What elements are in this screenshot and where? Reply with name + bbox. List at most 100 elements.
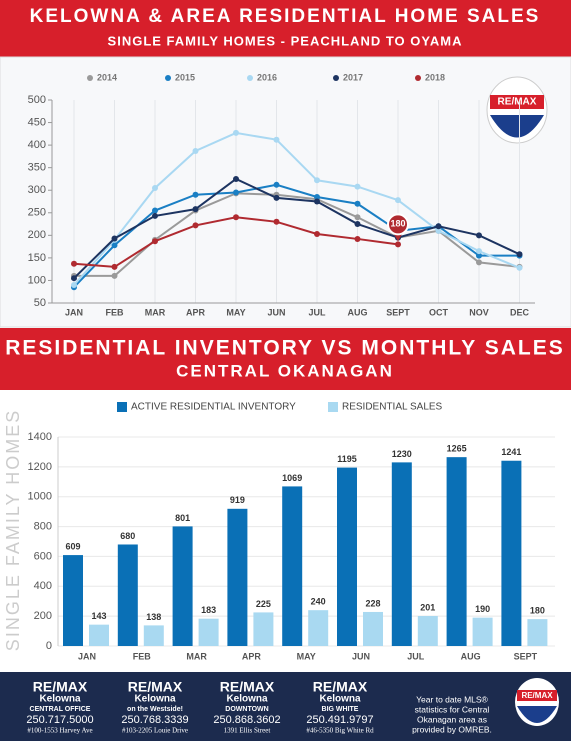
legend-label: ACTIVE RESIDENTIAL INVENTORY (131, 402, 296, 413)
line-point (476, 232, 482, 239)
x-tick-label: AUG (461, 651, 481, 661)
office-brand: RE/MAX (313, 679, 368, 695)
line-point (233, 175, 239, 182)
line-point (71, 260, 77, 267)
legend-label: RESIDENTIAL SALES (342, 402, 443, 413)
line-point (354, 183, 361, 190)
y-tick-label: 0 (46, 640, 52, 652)
line-point (273, 218, 280, 225)
line-point (435, 227, 442, 234)
bar (446, 457, 467, 646)
office-address: #103-2205 Louie Drive (122, 727, 188, 735)
office-branch: DOWNTOWN (225, 706, 268, 713)
y-axis-label: SINGLE FAMILY HOMES (3, 409, 23, 651)
x-tick-label: MAY (297, 651, 316, 661)
legend-label: 2014 (97, 72, 117, 82)
data-label: 1230 (392, 449, 412, 459)
chart-title: KELOWNA & AREA RESIDENTIAL HOME SALES (30, 6, 541, 27)
chart-panel (0, 56, 571, 328)
bar (308, 610, 329, 646)
line-point (354, 221, 361, 228)
chart-subtitle: SINGLE FAMILY HOMES - PEACHLAND TO OYAMA (108, 33, 463, 48)
line-point (111, 235, 118, 242)
line-point (273, 136, 280, 143)
x-tick-label: OCT (429, 307, 449, 317)
chart-title: RESIDENTIAL INVENTORY VS MONTHLY SALES (5, 337, 564, 360)
line-point (111, 242, 118, 249)
data-label: 180 (530, 606, 545, 616)
x-tick-label: SEPT (386, 307, 410, 317)
line-point (233, 129, 239, 136)
line-point (192, 222, 199, 229)
line-point (395, 197, 401, 204)
office-brand: RE/MAX (33, 679, 88, 695)
office-phone: 250.491.9797 (306, 714, 373, 726)
y-tick-label: 100 (28, 274, 46, 286)
data-label: 180 (390, 219, 405, 229)
x-tick-label: NOV (469, 307, 489, 317)
line-point (476, 259, 482, 266)
data-label: 609 (65, 541, 80, 551)
header-band (0, 0, 571, 57)
x-tick-label: JAN (65, 307, 83, 317)
office-phone: 250.768.3339 (121, 714, 188, 726)
x-tick-label: FEB (106, 307, 125, 317)
y-tick-label: 150 (28, 252, 46, 264)
line-point (233, 214, 239, 221)
line-series (73, 183, 520, 288)
bar (227, 508, 248, 646)
line-point (516, 264, 523, 271)
office-address: #100-1553 Harvey Ave (27, 727, 92, 735)
legend-swatch (328, 402, 338, 412)
office-brand: RE/MAX (220, 679, 275, 695)
line-point (152, 207, 158, 214)
line-point (192, 147, 199, 154)
x-tick-label: AUG (348, 307, 368, 317)
bar (337, 467, 357, 646)
office-address: 1391 Ellis Street (224, 727, 271, 735)
legend-swatch (415, 75, 421, 81)
data-label: 190 (475, 604, 490, 614)
y-tick-label: 1400 (28, 431, 52, 443)
office-name: Kelowna (134, 694, 176, 705)
y-tick-label: 200 (34, 610, 52, 622)
line-point (152, 212, 158, 219)
bar (282, 486, 303, 646)
bar (391, 462, 412, 646)
bar (501, 460, 522, 646)
x-tick-label: MAR (145, 307, 166, 317)
data-label: 240 (311, 597, 326, 607)
data-label: 183 (201, 605, 216, 615)
y-tick-label: 50 (34, 297, 46, 309)
line-point (111, 272, 118, 279)
y-tick-label: 300 (28, 184, 46, 196)
legend-label: 2015 (175, 72, 195, 82)
legend-swatch (247, 75, 253, 81)
data-label: 201 (420, 602, 435, 612)
bar (89, 624, 109, 646)
data-label: 1265 (447, 444, 467, 454)
bar (198, 618, 219, 646)
x-tick-label: JUN (267, 307, 285, 317)
x-tick-label: APR (242, 651, 262, 661)
legend-label: 2017 (343, 72, 363, 82)
line-point (354, 235, 361, 242)
line-point (476, 248, 482, 255)
legend-swatch (87, 75, 93, 81)
y-tick-label: 200 (28, 229, 46, 241)
footer-band (0, 672, 571, 741)
y-tick-label: 350 (28, 162, 46, 174)
legend-label: 2018 (425, 72, 445, 82)
legend-label: 2016 (257, 72, 277, 82)
office-branch: BIG WHITE (322, 706, 359, 713)
footer-note: Year to date MLS® (416, 694, 488, 704)
line-point (192, 191, 199, 198)
x-tick-label: FEB (133, 651, 152, 661)
line-point (435, 223, 442, 230)
data-label: 1069 (282, 473, 302, 483)
header-band (0, 328, 571, 390)
line-point (314, 198, 320, 205)
legend-swatch (165, 75, 171, 81)
line-point (354, 214, 361, 221)
bar (417, 615, 438, 646)
